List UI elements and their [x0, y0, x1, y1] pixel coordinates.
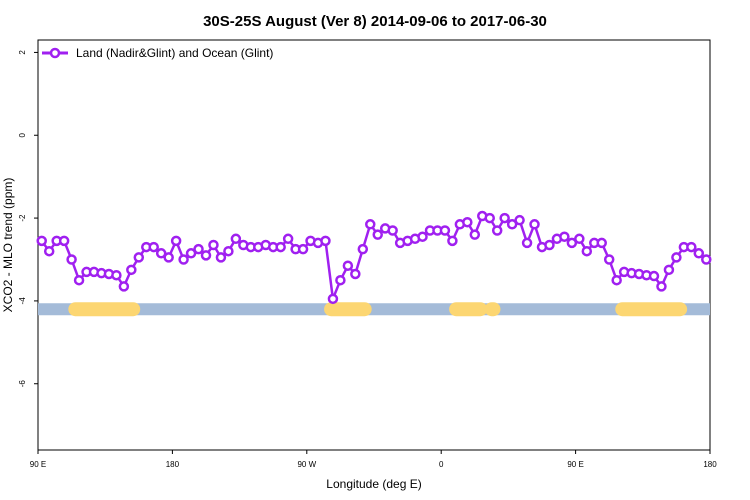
data-point [499, 212, 510, 224]
data-point [327, 293, 339, 305]
data-point [126, 264, 137, 276]
data-point [118, 281, 130, 292]
data-point [148, 241, 159, 253]
data-point [686, 241, 697, 253]
data-point [447, 235, 458, 247]
data-point [417, 231, 428, 242]
data-point [342, 260, 354, 271]
x-axis-label: Longitude (deg E) [326, 477, 421, 491]
legend: Land (Nadir&Glint) and Ocean (Glint) [42, 46, 273, 60]
data-point [701, 254, 712, 265]
x-tick-label: 180 [166, 460, 180, 469]
data-point [439, 225, 451, 236]
legend-marker [49, 47, 61, 59]
x-tick-label: 0 [439, 460, 444, 469]
chart-title: 30S-25S August (Ver 8) 2014-09-06 to 201… [203, 13, 547, 30]
data-point [335, 274, 346, 286]
y-tick-label: -6 [18, 380, 27, 388]
y-tick-label: 2 [18, 50, 27, 55]
x-tick-label: 90 E [567, 460, 583, 469]
data-point [155, 248, 167, 259]
data-point [484, 212, 495, 224]
data-point [178, 254, 189, 265]
data-point [36, 235, 47, 247]
data-point [185, 248, 197, 259]
data-point [469, 229, 481, 240]
data-point [73, 274, 85, 286]
data-point [193, 243, 204, 255]
y-tick-label: -2 [18, 214, 27, 222]
data-point [200, 250, 212, 261]
data-point [208, 239, 219, 251]
data-point [611, 274, 622, 286]
data-point [648, 270, 660, 282]
data-point [320, 235, 331, 247]
data-point [566, 237, 578, 249]
data-point [603, 254, 615, 265]
data-point [163, 252, 174, 263]
data-point [372, 229, 383, 240]
data-point [544, 239, 555, 251]
data-point [66, 254, 77, 265]
data-point [574, 233, 585, 245]
data-point [671, 252, 682, 263]
data-point [514, 214, 525, 226]
data-point [350, 268, 361, 280]
y-axis: 2 0 -2 -4 -6 [18, 50, 38, 388]
plot-area-frame [37, 39, 711, 451]
data-point [462, 216, 473, 228]
data-point [521, 237, 533, 249]
data-point [559, 231, 570, 242]
y-axis-label: XCO2 - MLO trend (ppm) [1, 178, 15, 313]
data-point [491, 225, 503, 236]
x-axis: 90 E 180 90 W 0 90 E 180 [30, 450, 717, 469]
data-point [170, 235, 182, 247]
data-point [529, 219, 540, 230]
data-point [58, 235, 70, 247]
y-tick-label: -4 [18, 297, 27, 305]
data-point [282, 233, 294, 245]
data-point [43, 245, 55, 257]
data-point [365, 219, 376, 230]
data-point [506, 219, 518, 230]
data-point [656, 281, 667, 292]
data-point [596, 237, 607, 249]
data-point [223, 245, 234, 257]
data-point [215, 252, 227, 263]
data-point [581, 245, 593, 257]
legend-label: Land (Nadir&Glint) and Ocean (Glint) [76, 46, 273, 60]
data-point [275, 241, 286, 253]
data-point [357, 243, 369, 255]
x-tick-label: 90 W [297, 460, 316, 469]
y-tick-label: 0 [18, 132, 27, 137]
data-point [387, 225, 398, 236]
data-point [297, 243, 309, 255]
data-point [111, 269, 122, 281]
data-point [693, 248, 705, 259]
series-layer [36, 210, 712, 305]
data-point [230, 233, 242, 245]
data-point [663, 264, 675, 276]
data-point [133, 252, 145, 263]
x-tick-label: 180 [703, 460, 717, 469]
x-tick-label: 90 E [30, 460, 46, 469]
